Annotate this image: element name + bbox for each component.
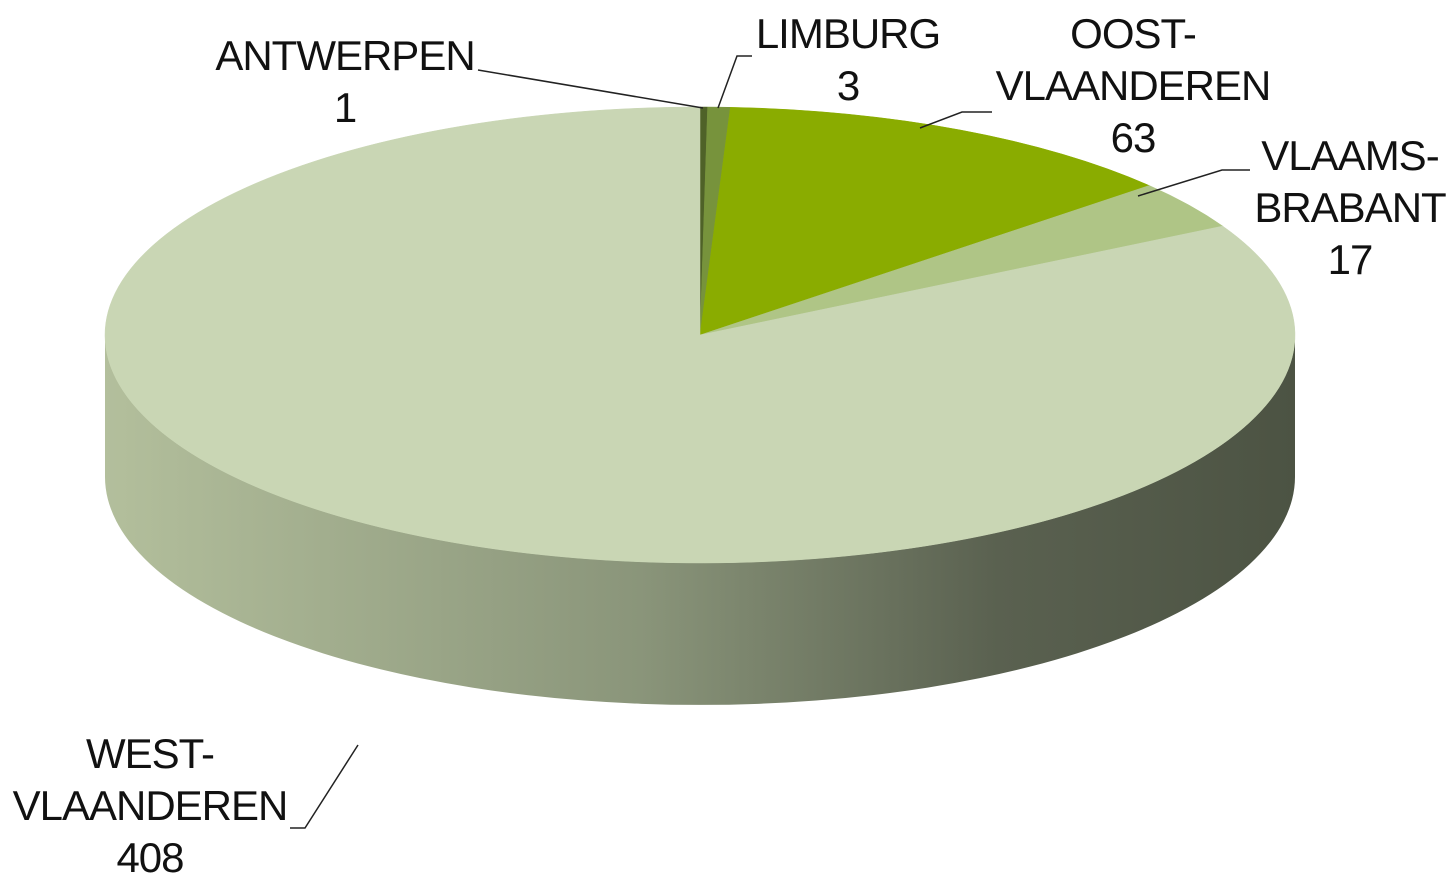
slice-side (105, 335, 1295, 705)
data-label: LIMBURG 3 (703, 8, 993, 112)
category-label: LIMBURG (755, 10, 941, 57)
leader-line (477, 69, 704, 109)
value-label: 3 (836, 62, 860, 109)
data-label: WEST-VLAANDEREN 408 (5, 728, 295, 884)
leader-line (717, 55, 752, 109)
value-label: 17 (1327, 236, 1374, 283)
data-label: ANTWERPEN 1 (200, 30, 490, 134)
value-label: 1 (333, 84, 357, 131)
category-label: ANTWERPEN (215, 32, 475, 79)
category-label: VLAAMS-BRABANT (1254, 132, 1446, 231)
value-label: 63 (1110, 114, 1157, 161)
leader-line (919, 111, 992, 129)
leader-line (1137, 169, 1250, 197)
slice (699, 107, 1150, 336)
category-label: OOST-VLAANDEREN (995, 10, 1272, 109)
value-label: 408 (116, 834, 184, 881)
data-label: VLAAMS-BRABANT 17 (1205, 130, 1448, 286)
leader-line (290, 744, 359, 829)
category-label: WEST-VLAANDEREN (12, 730, 289, 829)
data-label: OOST-VLAANDEREN 63 (988, 8, 1278, 164)
slice (104, 106, 1296, 564)
